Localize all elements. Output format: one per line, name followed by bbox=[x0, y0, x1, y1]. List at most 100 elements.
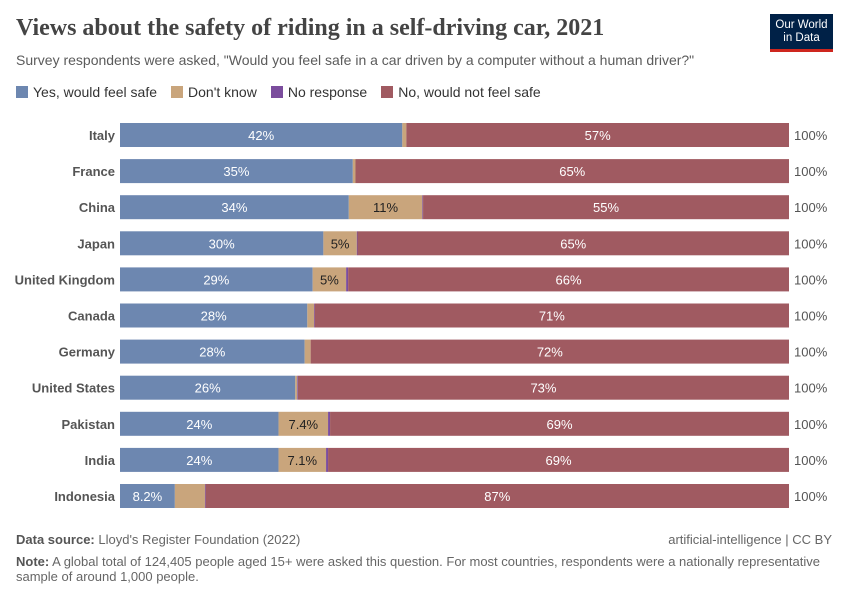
category-label: Canada bbox=[68, 309, 116, 324]
legend-label: No response bbox=[287, 84, 368, 100]
total-label: 100% bbox=[794, 309, 828, 324]
bar-segment bbox=[297, 375, 789, 400]
data-label: 7.4% bbox=[288, 417, 318, 432]
bar-segment bbox=[297, 375, 298, 400]
legend-label: Yes, would feel safe bbox=[33, 84, 158, 100]
bar-segment bbox=[314, 303, 789, 328]
category-label: France bbox=[72, 164, 115, 179]
data-label: 7.1% bbox=[287, 453, 317, 468]
bar-segment bbox=[120, 339, 305, 364]
note-label: Note: bbox=[16, 554, 50, 569]
category-label: United States bbox=[32, 381, 115, 396]
note: Note: A global total of 124,405 people a… bbox=[16, 554, 826, 584]
note-text: A global total of 124,405 people aged 15… bbox=[16, 554, 820, 584]
data-label: 87% bbox=[484, 489, 510, 504]
legend-item[interactable]: No, would not feel safe bbox=[381, 84, 541, 100]
legend-swatch bbox=[171, 86, 184, 98]
data-label: 69% bbox=[546, 453, 572, 468]
bar-segment bbox=[423, 195, 789, 220]
license[interactable]: artificial-intelligence | CC BY bbox=[668, 532, 832, 547]
data-label: 24% bbox=[186, 417, 212, 432]
data-label: 26% bbox=[195, 381, 221, 396]
owid-logo[interactable]: Our World in Data bbox=[770, 14, 833, 52]
bar-segment bbox=[278, 447, 327, 472]
chart-title: Views about the safety of riding in a se… bbox=[16, 15, 605, 41]
legend: Yes, would feel safe Don't know No respons… bbox=[16, 84, 541, 100]
data-label: 65% bbox=[560, 236, 586, 251]
category-label: Pakistan bbox=[62, 417, 116, 432]
data-label: 8.2% bbox=[133, 489, 163, 504]
data-label: 34% bbox=[221, 200, 247, 215]
category-label: Indonesia bbox=[54, 489, 115, 504]
bar-segment bbox=[326, 447, 329, 472]
data-label: 29% bbox=[203, 272, 229, 287]
bar-segment bbox=[120, 303, 308, 328]
bar-segment bbox=[422, 195, 424, 220]
total-label: 100% bbox=[794, 345, 828, 360]
bar-segment bbox=[120, 411, 279, 436]
data-source: Data source: Lloyd's Register Foundation… bbox=[16, 532, 300, 547]
bar-segment bbox=[120, 159, 353, 184]
bar-segment bbox=[328, 411, 331, 436]
bar-segment bbox=[120, 375, 296, 400]
bar-segment bbox=[346, 267, 349, 292]
bar-segment bbox=[357, 231, 789, 256]
data-label: 72% bbox=[537, 345, 563, 360]
data-label: 71% bbox=[539, 309, 565, 324]
legend-item[interactable]: No response bbox=[270, 84, 368, 100]
bar-segment bbox=[348, 195, 423, 220]
legend-item[interactable]: Yes, would feel safe bbox=[16, 84, 157, 100]
data-label: 69% bbox=[547, 417, 573, 432]
chart-subtitle: Survey respondents were asked, "Would yo… bbox=[16, 52, 695, 68]
total-label: 100% bbox=[794, 381, 828, 396]
source-label: Data source: bbox=[16, 532, 95, 547]
category-label: India bbox=[85, 453, 116, 468]
bar-segment bbox=[174, 484, 205, 508]
category-label: Germany bbox=[59, 345, 116, 360]
legend-item[interactable]: Don't know bbox=[171, 84, 257, 100]
bar-segment bbox=[310, 339, 789, 364]
bar-segment bbox=[314, 303, 315, 328]
bar-segment bbox=[204, 484, 206, 508]
data-label: 65% bbox=[559, 164, 585, 179]
legend-label: Don't know bbox=[188, 84, 257, 100]
bar-segment bbox=[205, 484, 789, 508]
bar-segment bbox=[312, 267, 347, 292]
bar-segment bbox=[330, 411, 789, 436]
category-label: Japan bbox=[77, 236, 115, 251]
bar-segment bbox=[295, 375, 298, 400]
bar-segment bbox=[120, 195, 349, 220]
bar-segment bbox=[348, 267, 789, 292]
bar-segment bbox=[355, 159, 789, 184]
data-label: 28% bbox=[199, 345, 225, 360]
category-label: China bbox=[79, 200, 116, 215]
bar-segment bbox=[323, 231, 357, 256]
category-label: Italy bbox=[89, 128, 116, 143]
bar-segment bbox=[120, 267, 313, 292]
bar-segment bbox=[352, 159, 356, 184]
data-label: 57% bbox=[585, 128, 611, 143]
bar-segment bbox=[120, 123, 403, 147]
source-link[interactable]: Lloyd's Register Foundation (2022) bbox=[98, 532, 301, 547]
bar-segment bbox=[278, 411, 329, 436]
data-label: 5% bbox=[320, 272, 339, 287]
data-label: 73% bbox=[530, 381, 556, 396]
data-label: 30% bbox=[209, 236, 235, 251]
bar-segment bbox=[402, 123, 407, 147]
legend-swatch bbox=[16, 86, 28, 98]
data-label: 35% bbox=[223, 164, 249, 179]
data-label: 55% bbox=[593, 200, 619, 215]
category-label: United Kingdom bbox=[15, 272, 115, 287]
bar-segment bbox=[120, 484, 175, 508]
total-label: 100% bbox=[794, 272, 828, 287]
bar-segment bbox=[307, 303, 315, 328]
bar-segment bbox=[328, 447, 789, 472]
bar-segment bbox=[406, 123, 789, 147]
data-label: 28% bbox=[201, 309, 227, 324]
data-label: 24% bbox=[186, 453, 212, 468]
legend-swatch bbox=[381, 86, 394, 98]
legend-swatch bbox=[270, 86, 283, 98]
bar-segment bbox=[120, 447, 279, 472]
